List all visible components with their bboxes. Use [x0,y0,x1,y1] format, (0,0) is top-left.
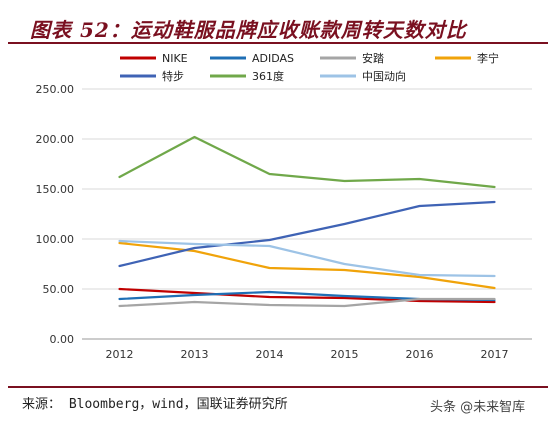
legend-label: 安踏 [362,51,384,65]
legend-label: ADIDAS [252,52,294,65]
legend-label: NIKE [162,52,188,65]
series-line-7 [118,239,496,278]
series-line-1 [118,287,496,304]
title-rule [8,42,548,44]
source-rule [8,386,548,388]
x-tick-label: 2016 [406,348,434,361]
y-tick-label: 150.00 [36,183,75,196]
x-tick-label: 2012 [106,348,134,361]
legend-label: 特步 [162,69,184,83]
series-line-6 [118,135,496,189]
figure-title-bar: 图表 52：运动鞋服品牌应收账款周转天数对比 [8,10,548,44]
series-line-4 [118,241,496,290]
x-tick-label: 2015 [331,348,359,361]
x-tick-label: 2013 [181,348,209,361]
legend-label: 361度 [252,69,284,83]
watermark: 头条 @未来智库 [430,400,526,415]
series-line-5 [118,200,496,268]
y-tick-label: 250.00 [36,83,75,96]
y-tick-label: 200.00 [36,133,75,146]
x-tick-label: 2014 [256,348,284,361]
y-tick-label: 100.00 [36,233,75,246]
x-tick-label: 2017 [481,348,509,361]
y-tick-label: 50.00 [43,283,75,296]
y-tick-label: 0.00 [50,333,75,346]
legend-label: 李宁 [477,51,499,65]
legend-label: 中国动向 [362,69,406,83]
series-line-3 [118,297,496,308]
source-note: 来源： Bloomberg，wind，国联证券研究所 [22,397,288,412]
figure-title: 图表 52：运动鞋服品牌应收账款周转天数对比 [30,18,467,42]
